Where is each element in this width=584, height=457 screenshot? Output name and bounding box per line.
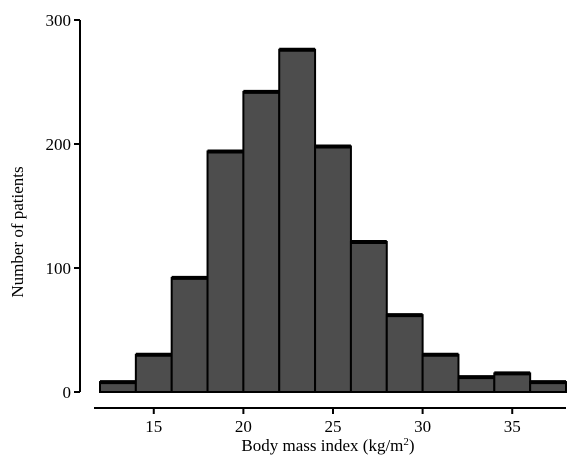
x-axis-label: Body mass index (kg/m2) bbox=[241, 436, 414, 455]
bars-layer bbox=[99, 47, 568, 394]
histogram-bar-2 bbox=[170, 276, 209, 394]
x-ticks-layer: 15 20 25 30 35 bbox=[145, 408, 521, 436]
histogram-bar-1 bbox=[134, 353, 173, 393]
y-tick-label-1: 100 bbox=[46, 259, 72, 278]
histogram-bar-10 bbox=[457, 376, 496, 393]
x-axis-label-tail: ) bbox=[409, 436, 415, 455]
x-axis-label-superscript: 2 bbox=[403, 436, 409, 448]
y-tick-label-3: 300 bbox=[46, 11, 72, 30]
histogram-bar-3 bbox=[206, 150, 245, 393]
histogram-bar-8 bbox=[385, 314, 424, 393]
x-tick-label-3: 30 bbox=[414, 417, 431, 436]
y-axis-label: Number of patients bbox=[8, 166, 27, 297]
histogram-bar-9 bbox=[421, 353, 460, 393]
y-tick-label-2: 200 bbox=[46, 135, 72, 154]
histogram-bar-4 bbox=[242, 90, 281, 393]
histogram-bar-5 bbox=[278, 48, 317, 393]
x-tick-label-2: 25 bbox=[325, 417, 342, 436]
y-ticks-layer: 0 100 200 300 bbox=[46, 11, 80, 402]
x-tick-label-0: 15 bbox=[145, 417, 162, 436]
axes-layer bbox=[79, 20, 566, 409]
histogram-bar-11 bbox=[493, 372, 532, 393]
histogram-bar-6 bbox=[314, 145, 352, 393]
x-tick-label-1: 20 bbox=[235, 417, 252, 436]
y-tick-label-0: 0 bbox=[63, 383, 72, 402]
x-axis-label-main: Body mass index (kg/m bbox=[241, 436, 403, 455]
x-tick-label-4: 35 bbox=[504, 417, 521, 436]
histogram-bar-7 bbox=[349, 240, 388, 393]
